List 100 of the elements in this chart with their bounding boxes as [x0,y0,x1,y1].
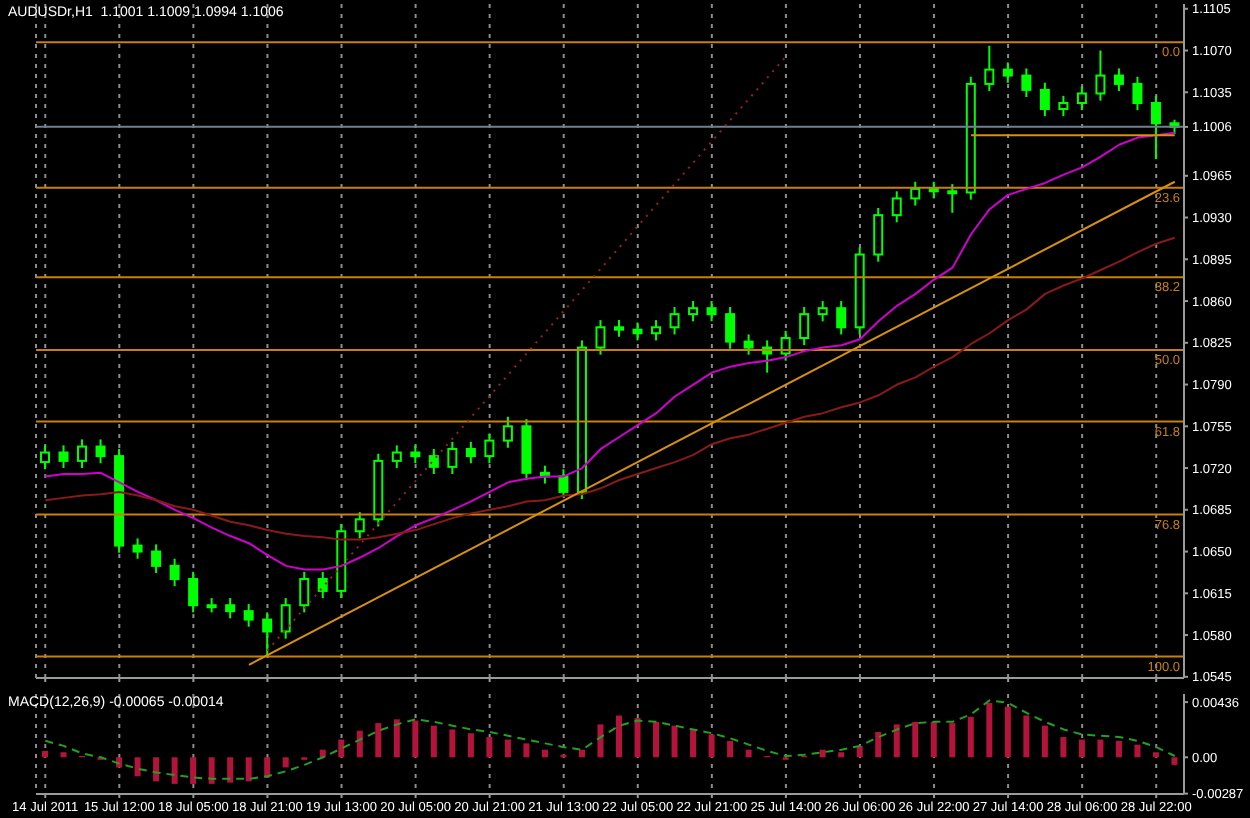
bar [449,729,456,758]
candlestick [1039,81,1050,118]
bar [430,725,437,758]
bar [893,724,900,758]
bar [838,752,845,758]
bar [245,757,252,782]
bar [486,737,493,758]
line-series [44,236,1176,541]
candlestick [447,440,458,476]
bar [60,752,67,758]
candlestick [521,418,532,481]
bar [1041,725,1048,758]
candlestick [77,438,88,470]
bar [745,749,752,758]
candlestick [891,190,902,224]
bar [208,757,215,784]
bar [134,757,141,777]
bar [986,702,993,758]
bar [634,718,641,758]
candlestick [873,206,884,263]
candlestick [688,300,699,323]
bar [1134,744,1141,758]
bar [1004,706,1011,758]
candlestick [1095,49,1106,102]
candlestick [1113,67,1124,93]
candlestick [188,570,199,614]
bar [949,723,956,758]
candlestick [947,183,958,214]
bar [375,723,382,758]
bar [42,750,48,758]
candlestick [243,603,254,628]
bar [467,733,474,758]
candlestick [558,468,569,497]
candlestick [151,543,162,575]
candlestick [1132,75,1143,112]
bar [912,721,919,758]
candlestick [58,444,69,470]
candlestick [669,306,680,336]
candlestick [225,597,236,620]
bar [967,716,974,758]
candlestick [502,415,513,449]
bar [393,719,400,758]
bar [708,734,715,758]
bar [504,739,511,758]
bar [1171,757,1178,765]
candlestick [391,444,402,470]
bar [930,721,937,758]
candlestick [595,319,606,356]
line-series [44,131,1176,571]
bar [523,743,530,758]
bar [856,745,863,758]
candlestick [1150,94,1161,161]
candlestick [706,300,717,323]
candlestick [1002,61,1013,84]
candlestick [280,597,291,640]
candlestick [725,306,736,350]
bar [653,721,660,758]
candlestick [132,537,143,560]
bar [1152,752,1159,758]
candlestick [317,570,328,600]
bar [1060,737,1067,758]
bar [671,725,678,758]
candlestick [428,447,439,476]
candlestick [651,319,662,342]
bar [1097,739,1104,758]
bar [690,729,697,758]
bar [1115,740,1122,758]
bar [338,739,345,758]
candlestick [484,432,495,465]
candlestick [799,306,810,347]
candlestick [262,611,273,658]
candlestick [169,557,180,588]
bar [1078,739,1085,758]
bar [541,749,548,758]
candlestick [836,300,847,336]
candlestick [1058,94,1069,118]
bar [1023,715,1030,758]
candlestick [1076,85,1087,112]
candlestick [910,180,921,207]
bar [597,724,604,758]
candlestick [465,440,476,465]
candlestick [817,300,828,323]
bar [875,731,882,758]
bar [282,757,289,768]
candlestick [780,329,791,362]
candlestick [743,333,754,356]
candlestick [354,511,365,540]
bar [412,720,419,758]
bar [578,749,585,758]
candlestick [1021,67,1032,99]
bar [356,730,363,758]
bar [264,757,271,778]
candlestick [984,44,995,93]
bar [190,757,197,784]
bar [171,757,178,784]
bar [727,740,734,758]
bar [616,715,622,758]
candlestick [95,438,106,465]
candlestick [299,570,310,614]
bar [227,757,234,783]
